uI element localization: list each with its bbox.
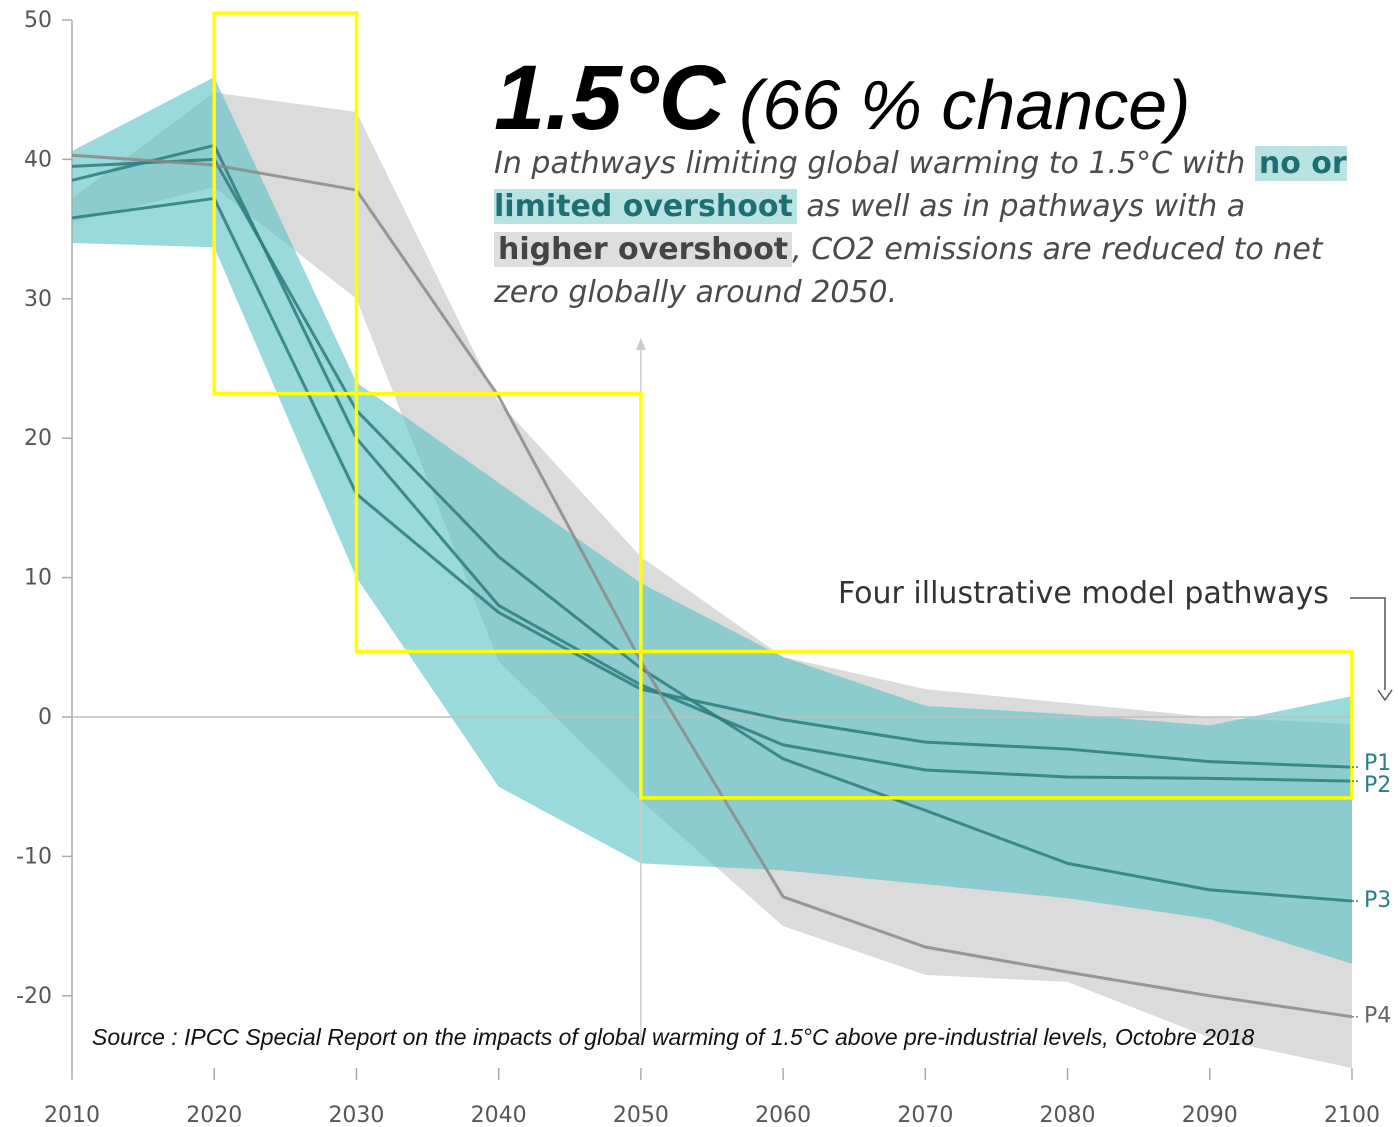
highlight-boxes — [212, 11, 1354, 800]
description-part3: , CO2 emissions are reduced to net zero … — [494, 232, 1323, 310]
x-tick-label: 2050 — [613, 1103, 669, 1127]
annotation-arrow-line — [1350, 597, 1386, 690]
x-tick-label: 2070 — [897, 1103, 953, 1127]
pathway-line-p1 — [71, 196, 1353, 769]
x-tick-label: 2030 — [328, 1103, 384, 1127]
y-tick-label: 10 — [24, 566, 52, 591]
pathway-line-p3 — [71, 157, 1353, 903]
x-tick-label: 2100 — [1324, 1103, 1380, 1127]
highlight-box-2 — [354, 391, 643, 654]
pathway-label-p2: P2 — [1364, 773, 1391, 798]
range-bands — [72, 77, 1352, 1069]
x-tick-label: 2010 — [44, 1103, 100, 1127]
highlight-box-3 — [639, 649, 1354, 800]
description-part1: In pathways limiting global warming to 1… — [494, 146, 1246, 181]
pathway-line-p4 — [71, 153, 1353, 1019]
pathway-label-p4: P4 — [1364, 1004, 1391, 1029]
annotation-arrow-head — [1377, 689, 1393, 702]
highlight-box-1 — [212, 11, 359, 396]
pathway-label-p3: P3 — [1364, 888, 1391, 913]
chart-title: 1.5°C (66 % chance) — [494, 46, 1190, 151]
y-tick-label: 0 — [38, 705, 52, 730]
x-tick-label: 2020 — [186, 1103, 242, 1127]
x-tick-label: 2090 — [1182, 1103, 1238, 1127]
y-tick-label: 50 — [24, 8, 52, 33]
source-note: Source : IPCC Special Report on the impa… — [92, 1024, 1255, 1050]
net-zero-marker-arrowhead — [635, 338, 646, 350]
y-tick-label: 30 — [24, 287, 52, 312]
x-tick-label: 2040 — [471, 1103, 527, 1127]
y-tick-label: -20 — [16, 984, 52, 1009]
highlight-higher-overshoot: higher overshoot — [494, 232, 793, 267]
y-tick-label: -10 — [16, 844, 52, 869]
title-main: 1.5°C — [494, 47, 726, 149]
description-part2: as well as in pathways with a — [806, 189, 1246, 224]
annotation-label: Four illustrative model pathways — [838, 576, 1329, 611]
annotation-arrow — [1350, 597, 1393, 702]
pathway-lines — [71, 143, 1353, 1019]
y-tick-label: 40 — [24, 147, 52, 172]
pathway-label-p1: P1 — [1364, 751, 1391, 776]
x-tick-label: 2080 — [1040, 1103, 1096, 1127]
title-sub: (66 % chance) — [739, 66, 1191, 144]
band-no-limited-overshoot — [72, 77, 1352, 964]
y-tick-label: 20 — [24, 426, 52, 451]
description: In pathways limiting global warming to 1… — [494, 142, 1354, 314]
x-tick-label: 2060 — [755, 1103, 811, 1127]
